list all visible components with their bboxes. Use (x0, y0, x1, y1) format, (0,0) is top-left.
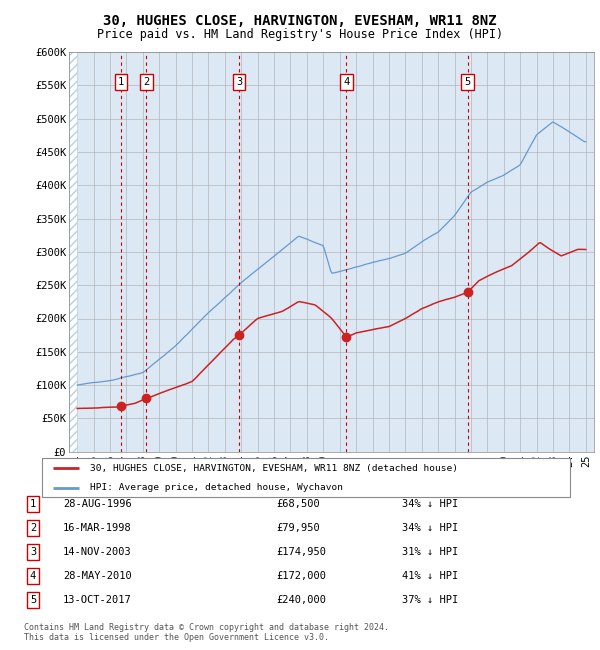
Text: 2: 2 (30, 523, 36, 533)
FancyBboxPatch shape (42, 458, 570, 497)
Text: 37% ↓ HPI: 37% ↓ HPI (402, 595, 458, 605)
Text: 5: 5 (30, 595, 36, 605)
Text: 30, HUGHES CLOSE, HARVINGTON, EVESHAM, WR11 8NZ: 30, HUGHES CLOSE, HARVINGTON, EVESHAM, W… (103, 14, 497, 29)
Text: 13-OCT-2017: 13-OCT-2017 (63, 595, 132, 605)
Text: 5: 5 (464, 77, 470, 87)
Text: 30, HUGHES CLOSE, HARVINGTON, EVESHAM, WR11 8NZ (detached house): 30, HUGHES CLOSE, HARVINGTON, EVESHAM, W… (89, 463, 458, 473)
Text: 1: 1 (118, 77, 124, 87)
Text: HPI: Average price, detached house, Wychavon: HPI: Average price, detached house, Wych… (89, 483, 343, 492)
Text: £79,950: £79,950 (276, 523, 320, 533)
Text: 2: 2 (143, 77, 149, 87)
Text: 4: 4 (343, 77, 350, 87)
Text: 34% ↓ HPI: 34% ↓ HPI (402, 499, 458, 509)
Text: 31% ↓ HPI: 31% ↓ HPI (402, 547, 458, 557)
Text: £240,000: £240,000 (276, 595, 326, 605)
Text: 16-MAR-1998: 16-MAR-1998 (63, 523, 132, 533)
Text: 1: 1 (30, 499, 36, 509)
Text: 41% ↓ HPI: 41% ↓ HPI (402, 571, 458, 581)
Text: £172,000: £172,000 (276, 571, 326, 581)
Text: £174,950: £174,950 (276, 547, 326, 557)
Text: 34% ↓ HPI: 34% ↓ HPI (402, 523, 458, 533)
Text: £68,500: £68,500 (276, 499, 320, 509)
Text: 4: 4 (30, 571, 36, 581)
Text: 3: 3 (236, 77, 242, 87)
Text: 28-AUG-1996: 28-AUG-1996 (63, 499, 132, 509)
Text: 28-MAY-2010: 28-MAY-2010 (63, 571, 132, 581)
Text: Contains HM Land Registry data © Crown copyright and database right 2024.
This d: Contains HM Land Registry data © Crown c… (24, 623, 389, 642)
Text: 14-NOV-2003: 14-NOV-2003 (63, 547, 132, 557)
Text: 3: 3 (30, 547, 36, 557)
Text: Price paid vs. HM Land Registry's House Price Index (HPI): Price paid vs. HM Land Registry's House … (97, 28, 503, 41)
